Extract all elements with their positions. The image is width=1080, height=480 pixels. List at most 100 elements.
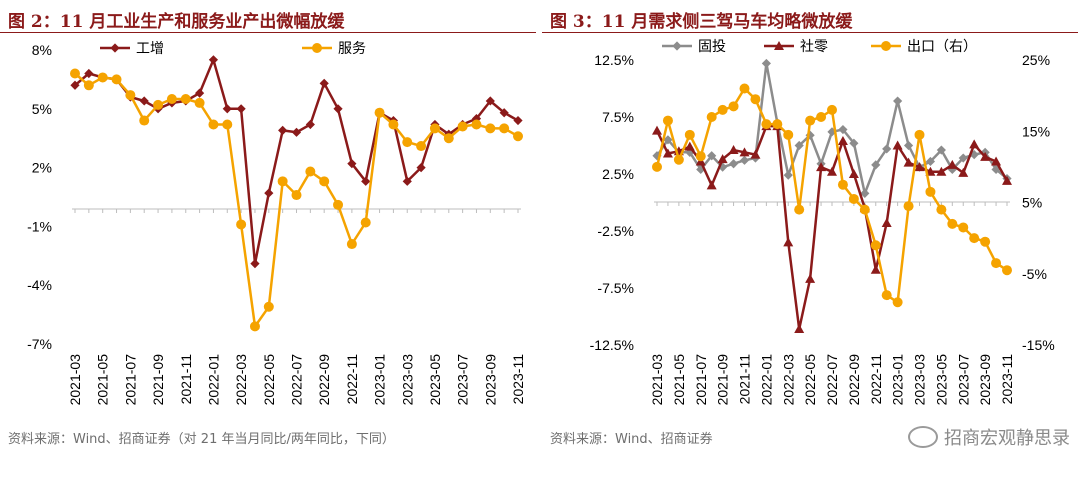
right-title-rule bbox=[542, 32, 1078, 33]
data-point bbox=[291, 190, 302, 201]
data-point bbox=[805, 115, 816, 126]
data-point bbox=[991, 258, 1002, 269]
data-point bbox=[684, 129, 695, 140]
data-point bbox=[70, 68, 80, 79]
left-title-rule bbox=[0, 32, 536, 33]
data-point bbox=[914, 129, 925, 140]
right-source-note: 资料来源：Wind、招商证券 bbox=[550, 432, 713, 447]
data-point bbox=[925, 156, 936, 167]
y-tick-label: -7% bbox=[27, 336, 52, 352]
series-line bbox=[74, 58, 519, 265]
x-tick-label: 2022-11 bbox=[344, 354, 360, 405]
data-point bbox=[513, 131, 523, 142]
data-point bbox=[838, 124, 848, 135]
x-tick-label: 2021-11 bbox=[178, 354, 194, 405]
data-point bbox=[194, 88, 205, 98]
x-tick-label: 2023-09 bbox=[482, 354, 498, 406]
legend-item: 服务 bbox=[302, 40, 366, 56]
x-tick-label: 2023-09 bbox=[977, 354, 993, 406]
data-point bbox=[827, 166, 837, 176]
y-tick-label: 5% bbox=[32, 101, 52, 117]
data-point bbox=[111, 74, 122, 85]
data-point bbox=[958, 153, 968, 163]
data-point bbox=[485, 123, 496, 134]
data-point bbox=[882, 144, 892, 154]
data-point bbox=[958, 167, 969, 177]
x-axis: 2021-03 2021-05 2021-07 2021-09 2021-11 2022-… bbox=[649, 201, 1015, 406]
data-point bbox=[761, 58, 771, 69]
y2-tick-label: 25% bbox=[1022, 52, 1050, 68]
legend-label: 工增 bbox=[136, 40, 164, 56]
x-tick-label: 2023-01 bbox=[372, 354, 388, 406]
x-tick-label: 2022-09 bbox=[846, 354, 862, 406]
data-point bbox=[374, 107, 385, 118]
x-tick-label: 2023-11 bbox=[510, 354, 526, 405]
data-point bbox=[728, 101, 739, 112]
data-point bbox=[706, 112, 717, 122]
x-tick-label: 2021-07 bbox=[693, 354, 709, 406]
data-point bbox=[652, 161, 662, 172]
x-tick-label: 2023-01 bbox=[890, 354, 906, 406]
x-tick-label: 2022-01 bbox=[758, 354, 774, 406]
data-point bbox=[97, 72, 108, 83]
data-point bbox=[936, 166, 947, 176]
data-point bbox=[914, 162, 925, 172]
data-point bbox=[892, 297, 903, 308]
data-point bbox=[893, 96, 903, 106]
x-tick-label: 2021-07 bbox=[122, 354, 138, 406]
data-point bbox=[457, 121, 468, 132]
left-source-note: 资料来源：Wind、招商证券（对 21 年当月同比/两年同比，下同） bbox=[8, 432, 395, 447]
right-chart-svg: 固投 社零 出口（右） 12.5% 7.5% 2.5% -2.5% -7.5% -12.5% 25… bbox=[590, 38, 1055, 406]
data-point bbox=[499, 123, 510, 134]
legend-item: 固投 bbox=[662, 38, 726, 54]
legend-label: 出口（右） bbox=[907, 38, 977, 54]
data-point bbox=[485, 96, 495, 106]
data-point bbox=[870, 240, 881, 251]
legend-swatch-marker bbox=[672, 41, 682, 51]
data-point bbox=[936, 145, 946, 155]
data-point bbox=[849, 138, 859, 148]
data-point bbox=[717, 154, 728, 164]
data-point bbox=[402, 176, 412, 186]
data-point bbox=[728, 145, 739, 155]
wechat-icon bbox=[908, 426, 938, 448]
data-point bbox=[361, 176, 371, 186]
right-panel: 图 3：11 月需求侧三驾马车均略微放缓 固投 社零 出口（右） 12.5% 7.5% 2… bbox=[542, 0, 1080, 480]
data-point bbox=[947, 218, 958, 229]
y-tick-label: -4% bbox=[27, 277, 52, 293]
x-tick-label: 2022-05 bbox=[261, 354, 277, 406]
legend-swatch-marker bbox=[774, 41, 784, 50]
data-point bbox=[277, 176, 288, 187]
data-point bbox=[739, 155, 750, 165]
data-point bbox=[652, 125, 662, 135]
left-panel: 图 2：11 月工业生产和服务业产出微幅放缓 工增 服务 8% 5% 2% -1% -4% -… bbox=[0, 0, 538, 480]
y-tick-label: 2.5% bbox=[602, 166, 634, 182]
data-point bbox=[319, 78, 329, 88]
y-tick-label: -7.5% bbox=[597, 280, 634, 296]
data-point bbox=[980, 236, 991, 247]
data-point bbox=[402, 137, 413, 148]
x-tick-label: 2022-07 bbox=[824, 354, 840, 406]
data-point bbox=[673, 154, 684, 165]
data-point bbox=[84, 68, 94, 79]
x-tick-label: 2023-03 bbox=[912, 354, 928, 406]
x-tick-label: 2021-03 bbox=[67, 354, 83, 406]
series-2 bbox=[652, 121, 1012, 334]
data-point bbox=[291, 127, 302, 137]
data-point bbox=[794, 324, 805, 334]
x-tick-label: 2023-07 bbox=[455, 354, 471, 406]
y2-tick-label: 15% bbox=[1022, 123, 1050, 139]
data-point bbox=[903, 157, 914, 167]
data-point bbox=[816, 112, 827, 122]
left-chart: 工增 服务 8% 5% 2% -1% -4% -7% 2021-03 2021-05 2021-07… bbox=[0, 34, 538, 424]
legend-label: 社零 bbox=[800, 38, 828, 54]
data-point bbox=[739, 147, 750, 157]
data-point bbox=[848, 169, 859, 178]
data-point bbox=[881, 290, 892, 301]
data-point bbox=[70, 80, 80, 90]
left-chart-title: 图 2：11 月工业生产和服务业产出微幅放缓 bbox=[8, 12, 345, 32]
x-tick-label: 2021-09 bbox=[715, 354, 731, 406]
data-point bbox=[513, 115, 523, 126]
x-tick-label: 2023-05 bbox=[427, 354, 443, 406]
